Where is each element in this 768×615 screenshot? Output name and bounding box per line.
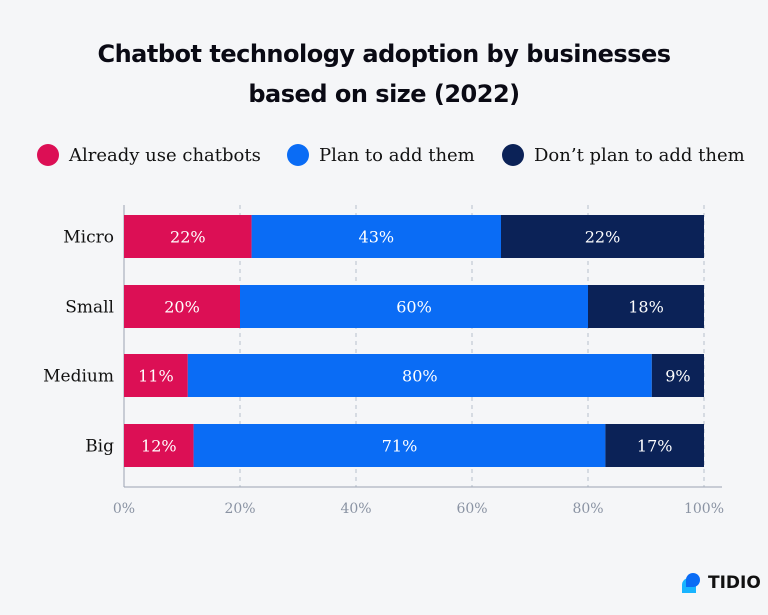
data-label: 71% — [382, 437, 418, 456]
data-label: 12% — [141, 437, 177, 456]
data-label: 9% — [665, 367, 690, 386]
bar-segment — [588, 285, 704, 328]
category-label: Small — [65, 298, 114, 318]
legend-label: Already use chatbots — [69, 144, 261, 166]
chart-title-line-1: Chatbot technology adoption by businesse… — [97, 40, 671, 68]
bar-segment — [124, 354, 188, 397]
data-label: 20% — [164, 298, 200, 317]
legend-label: Don’t plan to add them — [534, 144, 745, 166]
bar-segment — [251, 215, 501, 258]
tidio-logo-icon — [682, 573, 700, 593]
data-label: 80% — [402, 367, 438, 386]
x-tick-label: 20% — [224, 501, 255, 517]
legend-item-plan-to-add: Plan to add them — [287, 144, 475, 166]
data-label: 60% — [396, 298, 432, 317]
bar-segment — [187, 354, 652, 397]
category-label: Big — [85, 437, 114, 457]
data-label: 18% — [628, 298, 664, 317]
data-label: 17% — [637, 437, 673, 456]
legend-item-dont-plan: Don’t plan to add them — [502, 144, 745, 166]
legend-swatch — [37, 144, 59, 166]
bar-segment — [193, 424, 606, 467]
tidio-logo: TIDIO — [680, 573, 761, 593]
x-tick-label: 100% — [684, 501, 724, 517]
legend-item-already-use: Already use chatbots — [37, 144, 261, 166]
category-label: Micro — [63, 228, 114, 248]
x-tick-label: 0% — [113, 501, 135, 517]
bar-segment — [605, 424, 704, 467]
data-label: 22% — [585, 228, 621, 247]
category-label: Medium — [43, 367, 114, 387]
x-tick-label: 60% — [456, 501, 487, 517]
x-tick-label: 80% — [572, 501, 603, 517]
legend-label: Plan to add them — [319, 144, 475, 166]
bar-segment — [124, 215, 252, 258]
data-label: 11% — [138, 367, 174, 386]
data-label: 43% — [359, 228, 395, 247]
bar-segment — [240, 285, 588, 328]
legend-swatch — [287, 144, 309, 166]
legend-swatch — [502, 144, 524, 166]
chart-title-line-2: based on size (2022) — [248, 80, 520, 108]
bar-segment — [124, 285, 240, 328]
bar-segment — [651, 354, 704, 397]
x-tick-label: 40% — [340, 501, 371, 517]
bar-segment — [124, 424, 194, 467]
data-label: 22% — [170, 228, 206, 247]
bar-segment — [501, 215, 704, 258]
